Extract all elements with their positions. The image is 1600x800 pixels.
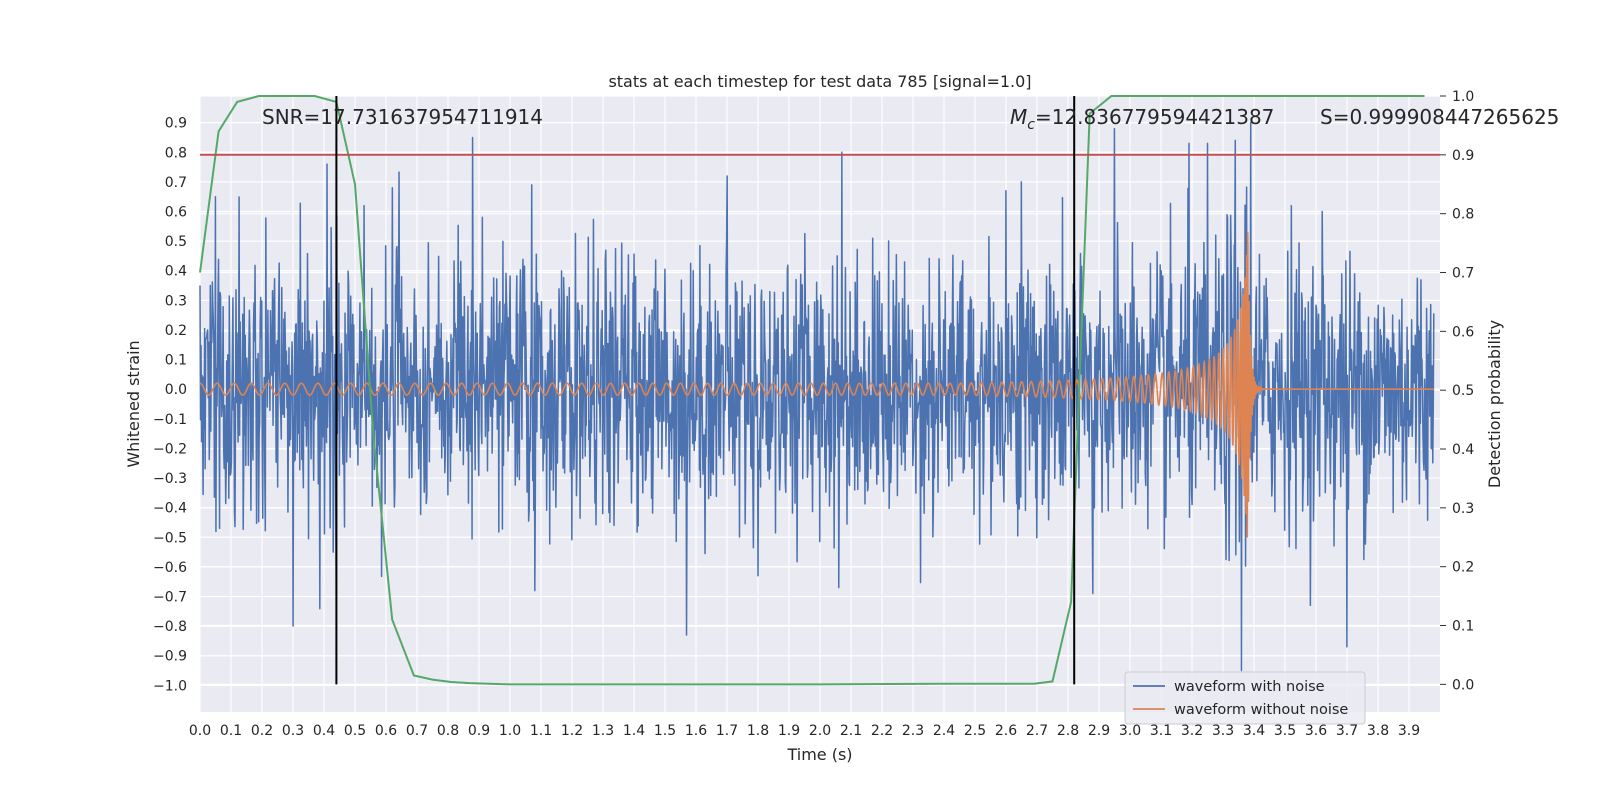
x-tick-label: 3.1: [1150, 723, 1172, 739]
y-tick-label: 0.6: [165, 205, 187, 221]
x-tick-label: 1.1: [530, 723, 552, 739]
legend: waveform with noise waveform without noi…: [1124, 671, 1366, 725]
x-tick-label: 2.9: [1088, 723, 1110, 739]
y-tick-label: 0.2: [165, 323, 187, 339]
x-tick-label: 3.5: [1274, 723, 1296, 739]
y-tick-label: −0.2: [153, 441, 187, 457]
x-tick-label: 3.7: [1336, 723, 1358, 739]
series-detection-probability: [199, 95, 1425, 686]
s-annotation: S=0.999908447265625: [1320, 105, 1559, 129]
y-tick-label: −0.5: [153, 530, 187, 546]
y-tick-label: 0.9: [165, 116, 187, 132]
x-tick-label: 0.3: [282, 723, 304, 739]
y-tick-label: −0.7: [153, 590, 187, 606]
y-right-tick-label: 1.0: [1452, 89, 1474, 105]
x-tick-label: 1.6: [685, 723, 707, 739]
y-tick-label: −0.9: [153, 649, 187, 665]
x-tick-label: 2.4: [933, 723, 955, 739]
chirp-line: [199, 232, 1434, 538]
chirp-mass-subscript: c: [1027, 117, 1035, 133]
x-tick-label: 3.8: [1367, 723, 1389, 739]
x-axis-ticks: 0.0 0.1 0.2 0.3 0.4 0.5 0.6 0.7 0.8 0.9 1.0 1.1 1.2 1…: [189, 723, 1420, 739]
y-tick-label: −0.6: [153, 560, 187, 576]
x-tick-label: 0.6: [375, 723, 397, 739]
y-right-tick-label: 0.4: [1452, 442, 1474, 458]
x-tick-label: 1.3: [592, 723, 614, 739]
y-tick-label: 0.3: [165, 293, 187, 309]
probability-line: [199, 95, 1425, 686]
chirp-mass-annotation: Mc=12.836779594421387: [1010, 105, 1274, 133]
y-tick-label: −0.8: [153, 619, 187, 635]
snr-annotation: SNR=17.731637954711914: [262, 105, 543, 129]
x-tick-label: 1.5: [654, 723, 676, 739]
chirp-mass-symbol: M: [1010, 105, 1027, 129]
x-tick-label: 0.4: [313, 723, 335, 739]
x-tick-label: 1.9: [778, 723, 800, 739]
x-tick-label: 2.6: [995, 723, 1017, 739]
y-right-tick-label: 0.5: [1452, 383, 1474, 399]
y-tick-label: 0.0: [165, 382, 187, 398]
y-right-tick-label: 0.2: [1452, 560, 1474, 576]
y-axis-label: Whitened strain: [124, 340, 143, 467]
x-tick-label: 2.7: [1026, 723, 1048, 739]
x-tick-label: 2.8: [1057, 723, 1079, 739]
x-tick-label: 0.0: [189, 723, 211, 739]
x-tick-label: 1.2: [561, 723, 583, 739]
x-tick-label: 2.5: [964, 723, 986, 739]
legend-label-noise: waveform with noise: [1174, 679, 1325, 695]
x-tick-label: 1.4: [623, 723, 645, 739]
y-tick-label: 0.1: [165, 353, 187, 369]
x-tick-label: 3.6: [1305, 723, 1327, 739]
x-tick-label: 3.9: [1398, 723, 1420, 739]
y-axis-right-ticks: 1.0 0.9 0.8 0.7 0.6 0.5 0.4 0.3 0.2 0.1 0.0: [1440, 89, 1474, 693]
x-tick-label: 0.7: [406, 723, 428, 739]
y-right-tick-label: 0.0: [1452, 677, 1474, 693]
x-tick-label: 3.3: [1212, 723, 1234, 739]
x-tick-label: 0.9: [468, 723, 490, 739]
x-tick-label: 1.7: [716, 723, 738, 739]
y-tick-label: −0.1: [153, 412, 187, 428]
y-right-tick-label: 0.7: [1452, 266, 1474, 282]
y-tick-label: 0.5: [165, 234, 187, 250]
y-right-tick-label: 0.9: [1452, 148, 1474, 164]
chart-title: stats at each timestep for test data 785…: [608, 72, 1031, 91]
y-tick-label: −0.3: [153, 471, 187, 487]
x-tick-label: 0.5: [344, 723, 366, 739]
y-tick-label: −1.0: [153, 678, 187, 694]
x-tick-label: 3.0: [1119, 723, 1141, 739]
x-tick-label: 2.0: [809, 723, 831, 739]
y-tick-label: 0.7: [165, 175, 187, 191]
x-tick-label: 0.2: [251, 723, 273, 739]
y-tick-label: 0.4: [165, 264, 187, 280]
x-tick-label: 1.8: [747, 723, 769, 739]
x-tick-label: 0.1: [220, 723, 242, 739]
x-tick-label: 3.4: [1243, 723, 1265, 739]
series-waveform-without-noise: [199, 232, 1434, 538]
x-axis-label: Time (s): [786, 745, 852, 764]
chirp-mass-value: =12.836779594421387: [1035, 105, 1274, 129]
x-tick-label: 3.2: [1181, 723, 1203, 739]
reference-lines: [200, 96, 1440, 685]
y-right-tick-label: 0.3: [1452, 501, 1474, 517]
y-tick-label: −0.4: [153, 501, 187, 517]
y-axis-left-ticks: 0.9 0.8 0.7 0.6 0.5 0.4 0.3 0.2 0.1 0.0 −0.1 −0.2 −0…: [153, 116, 187, 695]
x-tick-label: 2.3: [902, 723, 924, 739]
y-right-tick-label: 0.6: [1452, 324, 1474, 340]
y-right-tick-label: 0.8: [1452, 207, 1474, 223]
x-tick-label: 2.1: [840, 723, 862, 739]
legend-label-clean: waveform without noise: [1174, 702, 1348, 718]
x-tick-label: 1.0: [499, 723, 521, 739]
y-axis-right-label: Detection probability: [1485, 320, 1504, 488]
x-tick-label: 2.2: [871, 723, 893, 739]
legend-box: [1124, 671, 1366, 725]
y-tick-label: 0.8: [165, 145, 187, 161]
y-right-tick-label: 0.1: [1452, 619, 1474, 635]
x-tick-label: 0.8: [437, 723, 459, 739]
